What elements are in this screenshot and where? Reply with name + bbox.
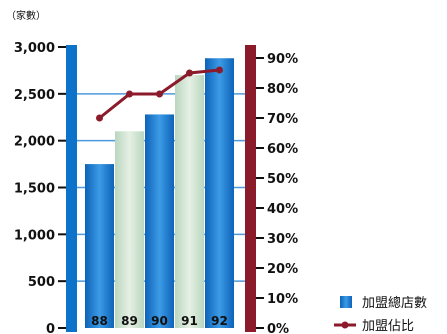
left-tick-label: 0 xyxy=(46,322,55,334)
category-label: 88 xyxy=(91,314,108,328)
line-point xyxy=(96,114,103,122)
category-label: 91 xyxy=(181,314,198,328)
bar xyxy=(175,75,204,328)
bar xyxy=(85,164,114,328)
legend-swatch-bars xyxy=(340,296,352,308)
legend-label-line: 加盟佔比 xyxy=(362,319,414,334)
right-tick-label: 20% xyxy=(267,262,298,277)
right-tick-label: 10% xyxy=(267,292,298,307)
left-tick-label: 500 xyxy=(28,275,55,290)
bar xyxy=(115,131,144,328)
line-point xyxy=(216,66,223,74)
y-unit-label: （家數） xyxy=(6,9,46,22)
left-tick-label: 2,000 xyxy=(14,135,55,150)
right-tick-label: 90% xyxy=(267,52,298,67)
right-axis-bar xyxy=(245,45,256,332)
left-tick-label: 1,000 xyxy=(14,228,55,243)
legend-label-bars: 加盟總店數 xyxy=(362,295,427,311)
right-tick-label: 30% xyxy=(267,232,298,247)
right-tick-label: 80% xyxy=(267,82,298,97)
right-tick-label: 40% xyxy=(267,202,298,217)
bar xyxy=(205,58,234,329)
line-point xyxy=(156,90,163,98)
left-tick-label: 2,500 xyxy=(14,88,55,103)
right-tick-label: 70% xyxy=(267,112,298,127)
line-point xyxy=(126,90,133,98)
category-label: 90 xyxy=(151,314,168,328)
right-tick-label: 50% xyxy=(267,172,298,187)
right-tick-label: 0% xyxy=(267,322,289,334)
left-tick-label: 1,500 xyxy=(14,182,55,197)
category-label: 89 xyxy=(121,314,138,328)
category-label: 92 xyxy=(211,314,228,328)
line-point xyxy=(186,69,193,77)
legend-swatch-point xyxy=(341,321,349,329)
left-axis-bar xyxy=(66,45,77,332)
right-tick-label: 60% xyxy=(267,142,298,157)
left-tick-label: 3,000 xyxy=(14,41,55,56)
bar xyxy=(145,114,174,328)
